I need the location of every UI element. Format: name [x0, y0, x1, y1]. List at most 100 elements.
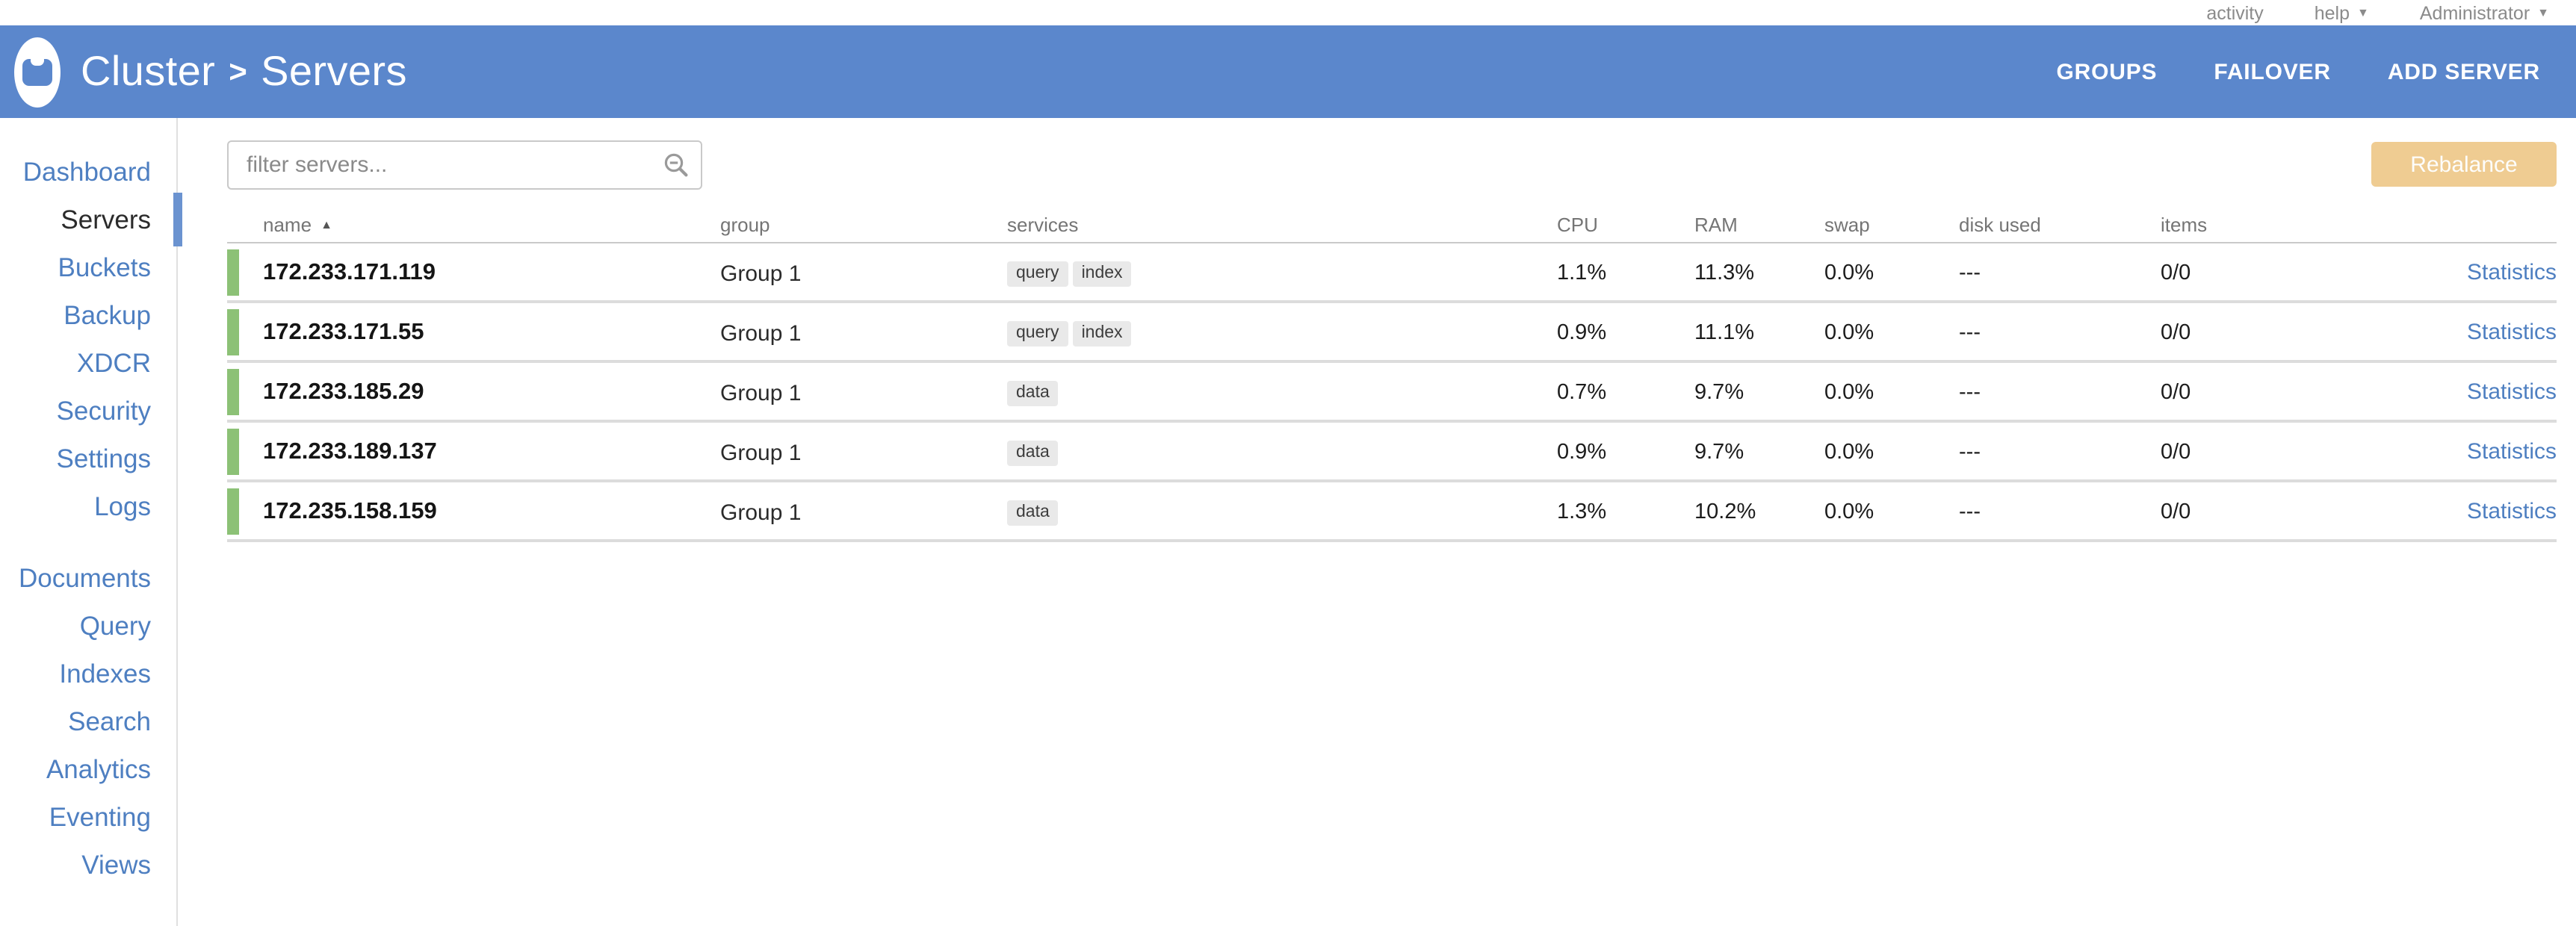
- server-group: Group 1: [720, 440, 802, 465]
- service-badge: query: [1007, 320, 1068, 346]
- user-label: Administrator: [2419, 2, 2530, 23]
- sidebar-item-views[interactable]: Views: [0, 841, 176, 889]
- app-header: Cluster > Servers GROUPS FAILOVER ADD SE…: [0, 25, 2576, 118]
- service-badges: query index: [1007, 261, 1557, 286]
- server-name-cell: 172.233.171.55: [227, 303, 720, 363]
- server-ip: 172.233.185.29: [263, 379, 424, 405]
- cpu-value: 0.7%: [1557, 381, 1607, 405]
- sidebar-item-label: Query: [79, 611, 151, 641]
- add-server-button[interactable]: ADD SERVER: [2387, 59, 2540, 84]
- statistics-link[interactable]: Statistics: [2466, 499, 2557, 524]
- page-body: Dashboard Servers Buckets Backup XDCR Se…: [0, 118, 2576, 926]
- server-group: Group 1: [720, 261, 802, 286]
- swap-value: 0.0%: [1824, 441, 1874, 464]
- statistics-cell: Statistics: [2385, 320, 2557, 347]
- statistics-link[interactable]: Statistics: [2466, 260, 2557, 285]
- items-value: 0/0: [2161, 321, 2191, 345]
- sidebar-item-servers[interactable]: Servers: [0, 193, 182, 246]
- sidebar-item-label: Search: [68, 706, 151, 736]
- server-name-cell: 172.235.158.159: [227, 482, 720, 542]
- health-status-bar: [227, 309, 239, 355]
- sidebar-item-documents[interactable]: Documents: [0, 554, 176, 602]
- user-menu[interactable]: Administrator ▼: [2420, 2, 2549, 23]
- statistics-link[interactable]: Statistics: [2466, 379, 2557, 405]
- statistics-link[interactable]: Statistics: [2466, 320, 2557, 345]
- swap-value: 0.0%: [1824, 381, 1874, 405]
- sidebar-item-label: Logs: [94, 491, 151, 521]
- sidebar-item-analytics[interactable]: Analytics: [0, 745, 176, 793]
- active-indicator: [173, 193, 182, 246]
- help-label: help: [2314, 2, 2350, 23]
- sidebar-group-workbench: Documents Query Indexes Search Analytics…: [0, 554, 176, 889]
- server-ip: 172.235.158.159: [263, 499, 437, 524]
- sidebar-item-xdcr[interactable]: XDCR: [0, 339, 176, 387]
- column-header-name[interactable]: name ▲: [227, 214, 720, 236]
- sidebar: Dashboard Servers Buckets Backup XDCR Se…: [0, 118, 182, 926]
- sidebar-item-query[interactable]: Query: [0, 602, 176, 650]
- statistics-cell: Statistics: [2385, 379, 2557, 406]
- cpu-value: 0.9%: [1557, 441, 1607, 464]
- server-name-cell: 172.233.171.119: [227, 243, 720, 303]
- sidebar-item-eventing[interactable]: Eventing: [0, 793, 176, 841]
- table-row[interactable]: 172.233.189.137 Group 1 data 0.9% 9.7% 0…: [227, 423, 2557, 482]
- column-header-items: items: [2161, 214, 2208, 236]
- rebalance-button[interactable]: Rebalance: [2371, 142, 2557, 187]
- server-ip: 172.233.189.137: [263, 439, 437, 464]
- sidebar-item-label: Documents: [18, 563, 151, 593]
- sidebar-item-settings[interactable]: Settings: [0, 435, 176, 482]
- sidebar-item-dashboard[interactable]: Dashboard: [0, 148, 176, 196]
- service-badge: index: [1072, 261, 1132, 286]
- cpu-value: 1.3%: [1557, 500, 1607, 524]
- items-value: 0/0: [2161, 261, 2191, 285]
- sidebar-item-security[interactable]: Security: [0, 387, 176, 435]
- sidebar-item-label: Dashboard: [22, 157, 151, 187]
- main-content: Rebalance name ▲ group services CPU RAM …: [178, 118, 2576, 926]
- sort-ascending-icon: ▲: [321, 217, 332, 231]
- breadcrumb-section: Servers: [261, 48, 407, 94]
- statistics-link[interactable]: Statistics: [2466, 439, 2557, 464]
- failover-button[interactable]: FAILOVER: [2214, 59, 2331, 84]
- table-header-row: name ▲ group services CPU RAM swap disk …: [227, 208, 2557, 243]
- sidebar-item-label: XDCR: [76, 348, 151, 378]
- ram-value: 10.2%: [1694, 500, 1756, 524]
- server-name-cell: 172.233.185.29: [227, 363, 720, 423]
- service-badges: data: [1007, 440, 1557, 465]
- table-row[interactable]: 172.235.158.159 Group 1 data 1.3% 10.2% …: [227, 482, 2557, 542]
- page-title: Cluster > Servers: [81, 48, 407, 96]
- sidebar-item-logs[interactable]: Logs: [0, 482, 176, 530]
- sidebar-item-backup[interactable]: Backup: [0, 291, 176, 339]
- filter-field-wrap: [227, 140, 702, 190]
- sidebar-item-label: Security: [56, 396, 151, 426]
- header-actions: GROUPS FAILOVER ADD SERVER: [2057, 59, 2540, 84]
- sidebar-item-label: Eventing: [49, 802, 151, 832]
- chevron-down-icon: ▼: [2537, 5, 2549, 19]
- service-badges: query index: [1007, 320, 1557, 346]
- items-value: 0/0: [2161, 500, 2191, 524]
- sidebar-item-indexes[interactable]: Indexes: [0, 650, 176, 697]
- table-row[interactable]: 172.233.171.55 Group 1 query index 0.9% …: [227, 303, 2557, 363]
- column-header-label: name: [263, 214, 312, 236]
- cpu-value: 0.9%: [1557, 321, 1607, 345]
- sidebar-group-cluster: Dashboard Servers Buckets Backup XDCR Se…: [0, 148, 182, 530]
- server-group: Group 1: [720, 380, 802, 405]
- groups-button[interactable]: GROUPS: [2056, 59, 2158, 84]
- disk-used-value: ---: [1959, 321, 1981, 345]
- statistics-cell: Statistics: [2385, 499, 2557, 526]
- sidebar-item-buckets[interactable]: Buckets: [0, 243, 176, 291]
- help-menu[interactable]: help ▼: [2315, 2, 2369, 23]
- servers-table: name ▲ group services CPU RAM swap disk …: [227, 208, 2557, 542]
- disk-used-value: ---: [1959, 261, 1981, 285]
- ram-value: 11.1%: [1694, 321, 1755, 345]
- disk-used-value: ---: [1959, 500, 1981, 524]
- table-row[interactable]: 172.233.171.119 Group 1 query index 1.1%…: [227, 243, 2557, 303]
- statistics-cell: Statistics: [2385, 260, 2557, 287]
- service-badge: index: [1072, 320, 1132, 346]
- column-header-group: group: [720, 214, 770, 236]
- sidebar-item-label: Servers: [61, 205, 151, 234]
- sidebar-item-search[interactable]: Search: [0, 697, 176, 745]
- activity-link[interactable]: activity: [2206, 2, 2263, 23]
- filter-servers-input[interactable]: [227, 140, 702, 190]
- ram-value: 9.7%: [1694, 381, 1744, 405]
- table-row[interactable]: 172.233.185.29 Group 1 data 0.7% 9.7% 0.…: [227, 363, 2557, 423]
- server-ip: 172.233.171.119: [263, 260, 436, 285]
